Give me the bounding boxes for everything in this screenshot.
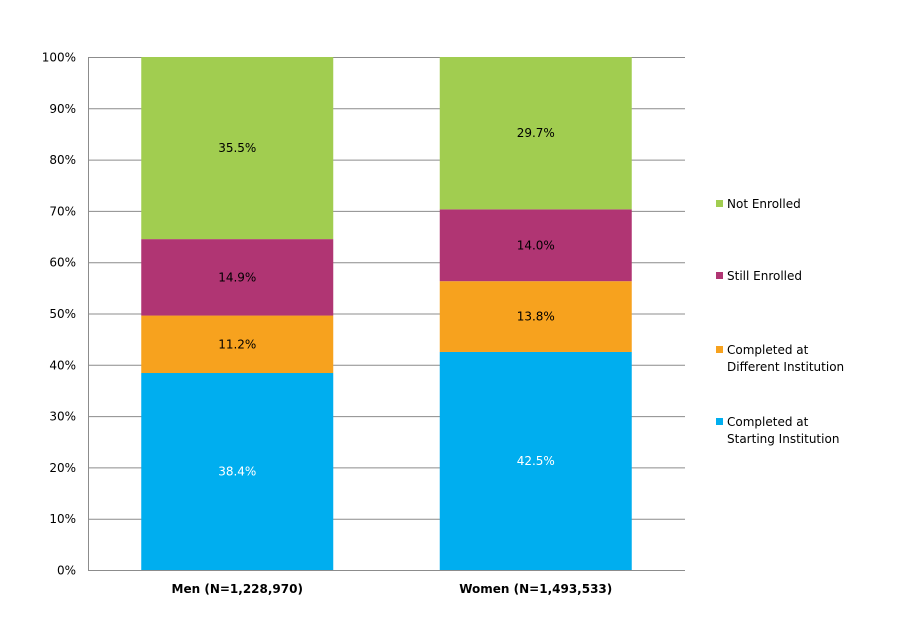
bar-segment <box>439 209 632 282</box>
legend-label: Completed at <box>727 343 809 357</box>
y-tick-label: 60% <box>49 256 76 270</box>
bar-segment <box>141 239 334 316</box>
data-label: 38.4% <box>218 465 256 479</box>
y-tick-label: 50% <box>49 307 76 321</box>
bar-segment <box>439 351 632 570</box>
legend-label: Not Enrolled <box>727 197 801 211</box>
bar-segment <box>141 57 334 240</box>
data-label: 14.9% <box>218 270 256 284</box>
y-tick-label: 0% <box>57 564 76 578</box>
bar-segment <box>141 373 334 570</box>
legend-swatch <box>716 346 723 353</box>
y-tick-label: 80% <box>49 153 76 167</box>
bar-segment <box>439 57 632 210</box>
y-tick-label: 30% <box>49 410 76 424</box>
legend-swatch <box>716 418 723 425</box>
legend-swatch <box>716 272 723 279</box>
y-tick-label: 70% <box>49 204 76 218</box>
data-label: 42.5% <box>517 454 555 468</box>
bar-segment <box>141 315 334 374</box>
legend-label: Still Enrolled <box>727 269 802 283</box>
y-tick-label: 100% <box>42 51 76 65</box>
y-tick-label: 40% <box>49 358 76 372</box>
data-label: 29.7% <box>517 126 555 140</box>
data-label: 35.5% <box>218 141 256 155</box>
legend-swatch <box>716 200 723 207</box>
y-tick-label: 20% <box>49 461 76 475</box>
x-category-label: Men (N=1,228,970) <box>172 582 303 596</box>
data-label: 14.0% <box>517 238 555 252</box>
data-label: 11.2% <box>218 337 256 351</box>
legend-label: Completed at <box>727 415 809 429</box>
legend-label: Different Institution <box>727 360 844 374</box>
x-category-label: Women (N=1,493,533) <box>459 582 612 596</box>
data-label: 13.8% <box>517 310 555 324</box>
bar-segment <box>439 281 632 352</box>
y-tick-label: 90% <box>49 102 76 116</box>
y-tick-label: 10% <box>49 512 76 526</box>
legend-label: Starting Institution <box>727 432 839 446</box>
